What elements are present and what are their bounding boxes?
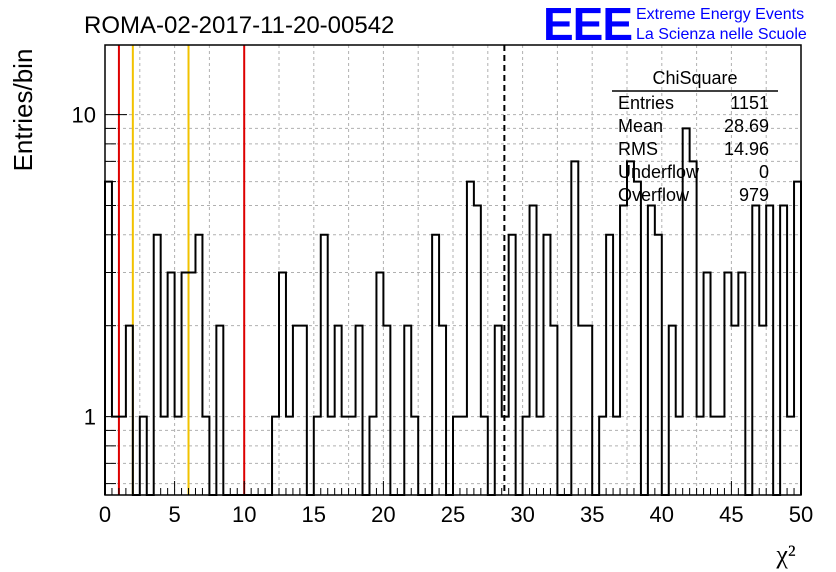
stats-rows: Entries 1151 Mean 28.69 RMS 14.96 Underflow 0 Ov… [618, 93, 769, 205]
stats-row-label: Entries [618, 93, 674, 113]
x-tick-label: 5 [168, 502, 180, 527]
x-tick-label: 45 [719, 502, 743, 527]
y-axis-title: Entries/bin [8, 49, 38, 172]
x-tick-label: 20 [371, 502, 395, 527]
eee-logo-letters: EEE [543, 0, 632, 50]
x-tick-label: 10 [232, 502, 256, 527]
stats-row-value: 1151 [730, 93, 769, 113]
axis-ticks: 0 5 10 15 20 25 30 35 40 45 50 1 10 [72, 103, 814, 527]
y-tick-label: 1 [84, 405, 96, 430]
x-tick-label: 0 [99, 502, 111, 527]
stats-row-label: RMS [618, 139, 658, 159]
chart-title: ROMA-02-2017-11-20-00542 [84, 12, 394, 39]
eee-logo: EEE Extreme Energy Events La Scienza nel… [543, 0, 807, 50]
stats-row-value: 979 [739, 185, 769, 205]
stats-row-value: 14.96 [724, 139, 769, 159]
stats-row-label: Overflow [618, 185, 690, 205]
stats-row-label: Underflow [618, 162, 700, 182]
x-tick-label: 15 [302, 502, 326, 527]
stats-row-label: Mean [618, 116, 663, 136]
stats-row-value: 28.69 [724, 116, 769, 136]
x-tick-label: 30 [510, 502, 534, 527]
histogram-bins [104, 127, 802, 496]
histogram-outline [104, 127, 802, 496]
x-tick-label: 50 [789, 502, 813, 527]
x-tick-label: 35 [580, 502, 604, 527]
eee-logo-line1: Extreme Energy Events [636, 6, 804, 23]
x-axis-title: χ² [775, 540, 796, 569]
x-tick-label: 25 [441, 502, 465, 527]
stats-name: ChiSquare [652, 68, 737, 88]
stats-row-value: 0 [759, 162, 769, 182]
eee-logo-line2: La Scienza nelle Scuole [636, 26, 807, 43]
stats-box: ChiSquare Entries 1151 Mean 28.69 RMS 14.96 Un… [612, 68, 778, 205]
y-tick-label: 10 [72, 103, 96, 128]
x-tick-label: 40 [650, 502, 674, 527]
